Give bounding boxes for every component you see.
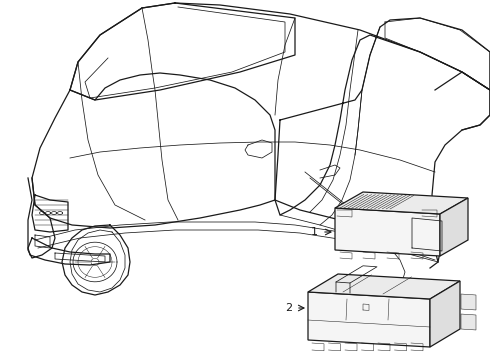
Text: 1: 1	[311, 227, 318, 237]
Polygon shape	[308, 292, 430, 347]
Polygon shape	[430, 281, 460, 347]
Polygon shape	[440, 198, 468, 256]
Polygon shape	[335, 192, 468, 214]
Polygon shape	[335, 208, 440, 256]
Polygon shape	[461, 314, 476, 330]
Text: 2: 2	[285, 303, 292, 313]
Polygon shape	[461, 294, 476, 310]
Polygon shape	[308, 274, 460, 299]
